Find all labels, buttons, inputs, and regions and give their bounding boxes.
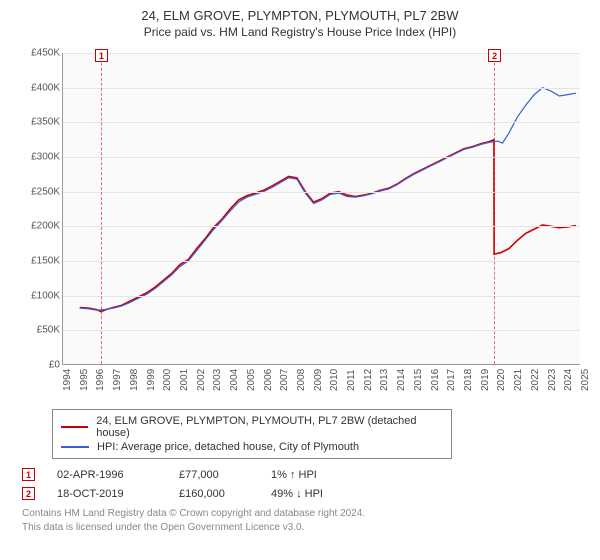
title-block: 24, ELM GROVE, PLYMPTON, PLYMOUTH, PL7 2… [10, 8, 590, 39]
x-tick-label: 2018 [463, 369, 474, 391]
x-tick-label: 2000 [162, 369, 173, 391]
footer-line-1: Contains HM Land Registry data © Crown c… [22, 507, 590, 521]
x-axis: 1994 1995 1996 1997 1998 1999 2000 2001 2002 2003… [62, 367, 580, 405]
gridline [63, 330, 580, 331]
x-tick-label: 2011 [346, 369, 357, 391]
x-tick-label: 2012 [363, 369, 374, 391]
series-hpi [80, 88, 576, 311]
x-tick-label: 2019 [480, 369, 491, 391]
legend-item: 24, ELM GROVE, PLYMPTON, PLYMOUTH, PL7 2… [61, 414, 443, 440]
x-tick-label: 2022 [530, 369, 541, 391]
y-tick-label: £0 [49, 360, 60, 371]
line-series-svg [63, 53, 581, 365]
event-delta: 1% ↑ HPI [271, 469, 371, 481]
y-tick-label: £100K [31, 290, 60, 301]
x-tick-label: 2007 [279, 369, 290, 391]
x-tick-label: 2020 [496, 369, 507, 391]
gridline [63, 157, 580, 158]
marker-badge: 1 [95, 49, 108, 62]
y-axis: £0£50K£100K£150K£200K£250K£300K£350K£400… [20, 45, 62, 365]
x-tick-label: 2009 [313, 369, 324, 391]
legend-swatch [61, 446, 89, 448]
y-tick-label: £450K [31, 48, 60, 59]
legend-label: 24, ELM GROVE, PLYMPTON, PLYMOUTH, PL7 2… [96, 415, 443, 439]
gridline [63, 53, 580, 54]
marker-line [494, 53, 495, 364]
event-row: 2 18-OCT-2019 £160,000 49% ↓ HPI [22, 484, 590, 503]
gridline [63, 88, 580, 89]
x-tick-label: 2024 [563, 369, 574, 391]
footer: Contains HM Land Registry data © Crown c… [22, 507, 590, 534]
event-date: 02-APR-1996 [57, 469, 157, 481]
y-tick-label: £400K [31, 82, 60, 93]
x-tick-label: 2002 [196, 369, 207, 391]
event-marker-badge: 2 [22, 487, 35, 500]
x-tick-label: 1997 [112, 369, 123, 391]
event-date: 18-OCT-2019 [57, 488, 157, 500]
x-tick-label: 1998 [129, 369, 140, 391]
gridline [63, 226, 580, 227]
event-list: 1 02-APR-1996 £77,000 1% ↑ HPI 2 18-OCT-2019 £… [22, 465, 590, 503]
x-tick-label: 1999 [146, 369, 157, 391]
gridline [63, 296, 580, 297]
y-tick-label: £150K [31, 256, 60, 267]
x-tick-label: 1995 [79, 369, 90, 391]
event-marker-badge: 1 [22, 468, 35, 481]
y-tick-label: £300K [31, 152, 60, 163]
gridline [63, 261, 580, 262]
y-tick-label: £250K [31, 186, 60, 197]
x-tick-label: 2015 [413, 369, 424, 391]
x-tick-label: 1994 [62, 369, 73, 391]
x-tick-label: 1996 [95, 369, 106, 391]
x-tick-label: 2010 [329, 369, 340, 391]
x-tick-label: 2008 [296, 369, 307, 391]
legend-swatch [61, 426, 88, 428]
x-tick-label: 2004 [229, 369, 240, 391]
x-tick-label: 2025 [580, 369, 591, 391]
footer-line-2: This data is licensed under the Open Gov… [22, 521, 590, 535]
x-tick-label: 2014 [396, 369, 407, 391]
plot-area: 12 [62, 53, 580, 365]
x-tick-label: 2021 [513, 369, 524, 391]
gridline [63, 192, 580, 193]
chart-container: 24, ELM GROVE, PLYMPTON, PLYMOUTH, PL7 2… [0, 0, 600, 540]
x-tick-label: 2001 [179, 369, 190, 391]
event-delta: 49% ↓ HPI [271, 488, 371, 500]
chart-title: 24, ELM GROVE, PLYMPTON, PLYMOUTH, PL7 2… [10, 8, 590, 23]
y-tick-label: £200K [31, 221, 60, 232]
y-tick-label: £50K [37, 325, 60, 336]
gridline [63, 122, 580, 123]
event-price: £77,000 [179, 469, 249, 481]
legend: 24, ELM GROVE, PLYMPTON, PLYMOUTH, PL7 2… [52, 409, 452, 459]
chart-subtitle: Price paid vs. HM Land Registry's House … [10, 25, 590, 39]
x-tick-label: 2013 [379, 369, 390, 391]
x-tick-label: 2016 [430, 369, 441, 391]
event-row: 1 02-APR-1996 £77,000 1% ↑ HPI [22, 465, 590, 484]
event-price: £160,000 [179, 488, 249, 500]
x-tick-label: 2005 [246, 369, 257, 391]
x-tick-label: 2017 [446, 369, 457, 391]
legend-item: HPI: Average price, detached house, City… [61, 440, 443, 454]
x-tick-label: 2023 [547, 369, 558, 391]
marker-badge: 2 [488, 49, 501, 62]
marker-line [101, 53, 102, 364]
x-tick-label: 2003 [212, 369, 223, 391]
legend-label: HPI: Average price, detached house, City… [97, 441, 359, 453]
chart-area: £0 £50K £100K £150K £200K £250K £300K £350K £400… [20, 45, 580, 405]
y-tick-label: £350K [31, 117, 60, 128]
x-tick-label: 2006 [263, 369, 274, 391]
